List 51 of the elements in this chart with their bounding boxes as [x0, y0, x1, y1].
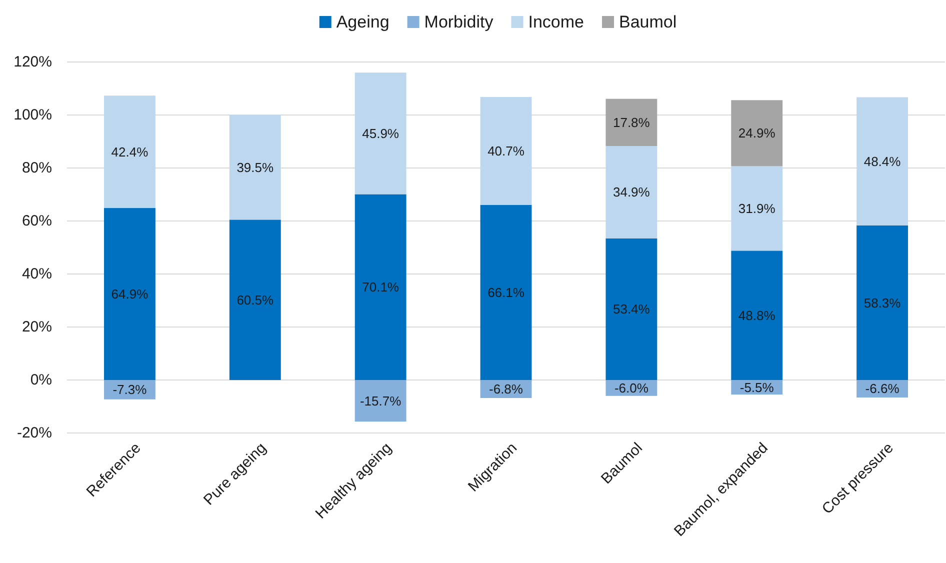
bar — [229, 220, 281, 380]
data-label: -6.6% — [865, 381, 900, 396]
bar — [104, 208, 156, 380]
data-label: 45.9% — [362, 126, 400, 141]
y-tick-label: 80% — [22, 160, 52, 176]
bar — [354, 72, 406, 194]
legend-label: Baumol — [619, 12, 677, 32]
data-label: 48.4% — [864, 154, 902, 169]
data-label: 31.9% — [738, 200, 776, 216]
bar — [731, 250, 783, 380]
bar — [606, 98, 658, 146]
data-label: 64.9% — [111, 286, 149, 302]
data-label: -5.5% — [740, 380, 774, 395]
data-label: 70.1% — [362, 280, 400, 295]
data-label: -6.0% — [614, 380, 649, 396]
data-label: 17.8% — [612, 114, 650, 130]
bar — [229, 115, 281, 220]
bar — [731, 166, 783, 251]
y-tick-label: 40% — [22, 266, 52, 282]
legend-label: Ageing — [336, 12, 390, 32]
data-label: -6.8% — [489, 382, 524, 397]
data-label: 40.7% — [488, 143, 525, 158]
data-label: -15.7% — [360, 393, 402, 408]
y-tick-label: 0% — [30, 372, 52, 388]
data-label: 48.8% — [738, 308, 776, 323]
data-label: 42.4% — [111, 144, 149, 160]
y-tick-label: 120% — [14, 54, 52, 70]
y-tick-label: 20% — [22, 318, 52, 336]
bar — [856, 97, 908, 226]
data-label: 60.5% — [236, 292, 274, 308]
data-label: 39.5% — [236, 160, 274, 175]
legend-label: Morbidity — [424, 12, 494, 32]
bar — [354, 380, 406, 422]
bar — [354, 194, 406, 380]
bar — [731, 100, 783, 166]
bar — [606, 146, 658, 238]
bar — [480, 96, 532, 205]
y-tick-label: 60% — [22, 212, 52, 230]
bar — [104, 96, 156, 208]
data-label: 34.9% — [612, 184, 650, 200]
data-label: 58.3% — [864, 295, 902, 310]
legend-label: Income — [528, 12, 584, 32]
data-label: 66.1% — [488, 284, 525, 300]
data-label: 24.9% — [738, 126, 776, 141]
data-label: 53.4% — [612, 302, 650, 317]
bar — [480, 204, 532, 380]
bar — [856, 226, 908, 380]
y-tick-label: 100% — [14, 106, 52, 124]
bar — [606, 238, 658, 380]
data-label: -7.3% — [112, 382, 148, 398]
y-tick-label: -20% — [16, 424, 52, 442]
